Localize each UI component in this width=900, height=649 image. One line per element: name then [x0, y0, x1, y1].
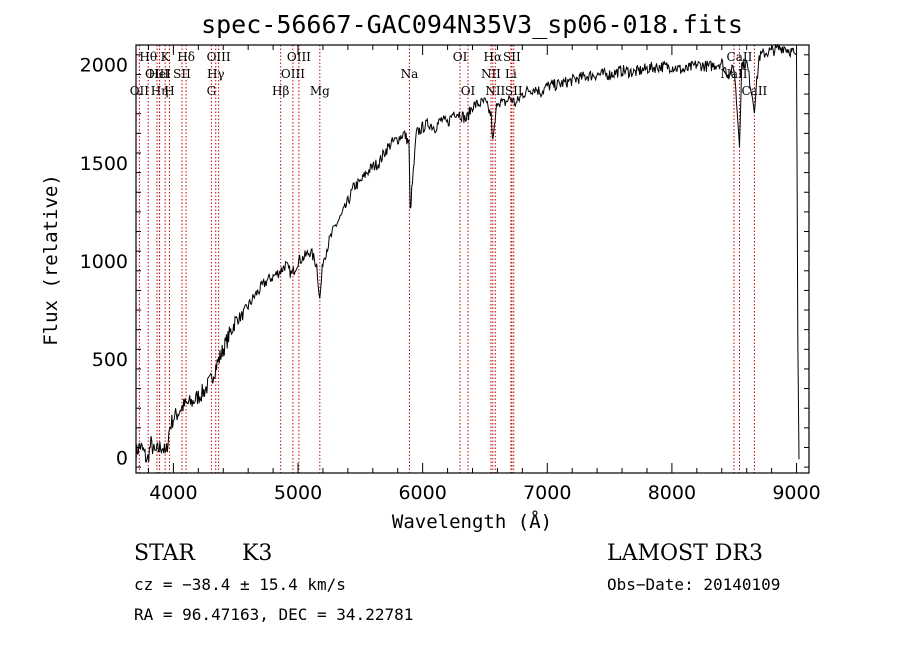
spectral-line-markers: [138, 45, 755, 473]
y-tick-label-0: 0: [116, 447, 128, 469]
line-label-13: OIII: [281, 67, 305, 81]
x-tick-label-2: 6000: [398, 482, 446, 504]
chart-title: spec-56667-GAC094N35V3_sp06-018.fits: [201, 10, 743, 39]
line-label-20: NII: [485, 84, 505, 98]
x-tick-label-0: 4000: [149, 482, 197, 504]
line-label-4: HeI: [148, 67, 171, 81]
line-label-14: OIII: [287, 50, 311, 64]
line-label-7: SII: [173, 67, 191, 81]
line-label-11: OIII: [207, 50, 231, 64]
line-label-24: SII: [505, 84, 523, 98]
x-axis-label: Wavelength (Å): [392, 510, 552, 533]
line-label-10: Hγ: [207, 67, 225, 81]
line-label-9: G: [207, 84, 217, 98]
line-label-19: NII: [481, 67, 501, 81]
obs-date-text: Obs−Date: 20140109: [607, 575, 780, 594]
line-label-8: Hδ: [177, 50, 195, 64]
object-subclass: K3: [242, 541, 272, 566]
line-label-26: CaII: [727, 50, 753, 64]
line-label-0: OII: [130, 84, 150, 98]
axis-ticks: [136, 45, 809, 473]
line-label-3: Hη: [151, 84, 169, 98]
coordinates-text: RA = 96.47163, DEC = 34.22781: [134, 605, 413, 624]
redshift-text: cz = −38.4 ± 15.4 km/s: [134, 575, 346, 594]
plot-frame: [135, 44, 810, 474]
spectral-line-labels: OII Hθ OIII Hη HeI K H SII Hδ G Hγ OIII Hβ OIII OIII Mg…: [130, 50, 768, 98]
flux-series-line: [135, 43, 800, 463]
line-label-5: K: [161, 50, 171, 64]
y-axis-label: Flux (relative): [40, 174, 62, 346]
line-label-21: Hα: [484, 50, 503, 64]
axis-tick-labels: 4000 5000 6000 7000 8000 9000 0 500 1000 1500 2000: [80, 55, 821, 504]
line-label-12: Hβ: [272, 84, 289, 98]
y-tick-label-3: 1500: [80, 153, 128, 175]
y-tick-label-2: 1000: [80, 251, 128, 273]
y-tick-label-4: 2000: [80, 55, 128, 77]
y-tick-label-1: 500: [92, 349, 128, 371]
x-tick-label-4: 8000: [648, 482, 696, 504]
line-label-23: SII: [503, 50, 521, 64]
x-tick-label-3: 7000: [523, 482, 571, 504]
x-tick-label-5: 9000: [772, 482, 820, 504]
survey-name: LAMOST DR3: [607, 541, 763, 566]
line-label-1: Hθ: [139, 50, 157, 64]
line-label-18: OI: [461, 84, 476, 98]
line-label-17: OI: [453, 50, 468, 64]
line-label-16: Na: [401, 67, 419, 81]
line-label-2: OIII: [145, 67, 169, 81]
line-label-27: CaII: [741, 84, 767, 98]
line-label-6: H: [164, 84, 174, 98]
x-tick-label-1: 5000: [274, 482, 322, 504]
line-label-15: Mg: [310, 84, 330, 98]
line-label-22: Li: [505, 67, 517, 81]
object-class: STAR: [134, 541, 196, 566]
